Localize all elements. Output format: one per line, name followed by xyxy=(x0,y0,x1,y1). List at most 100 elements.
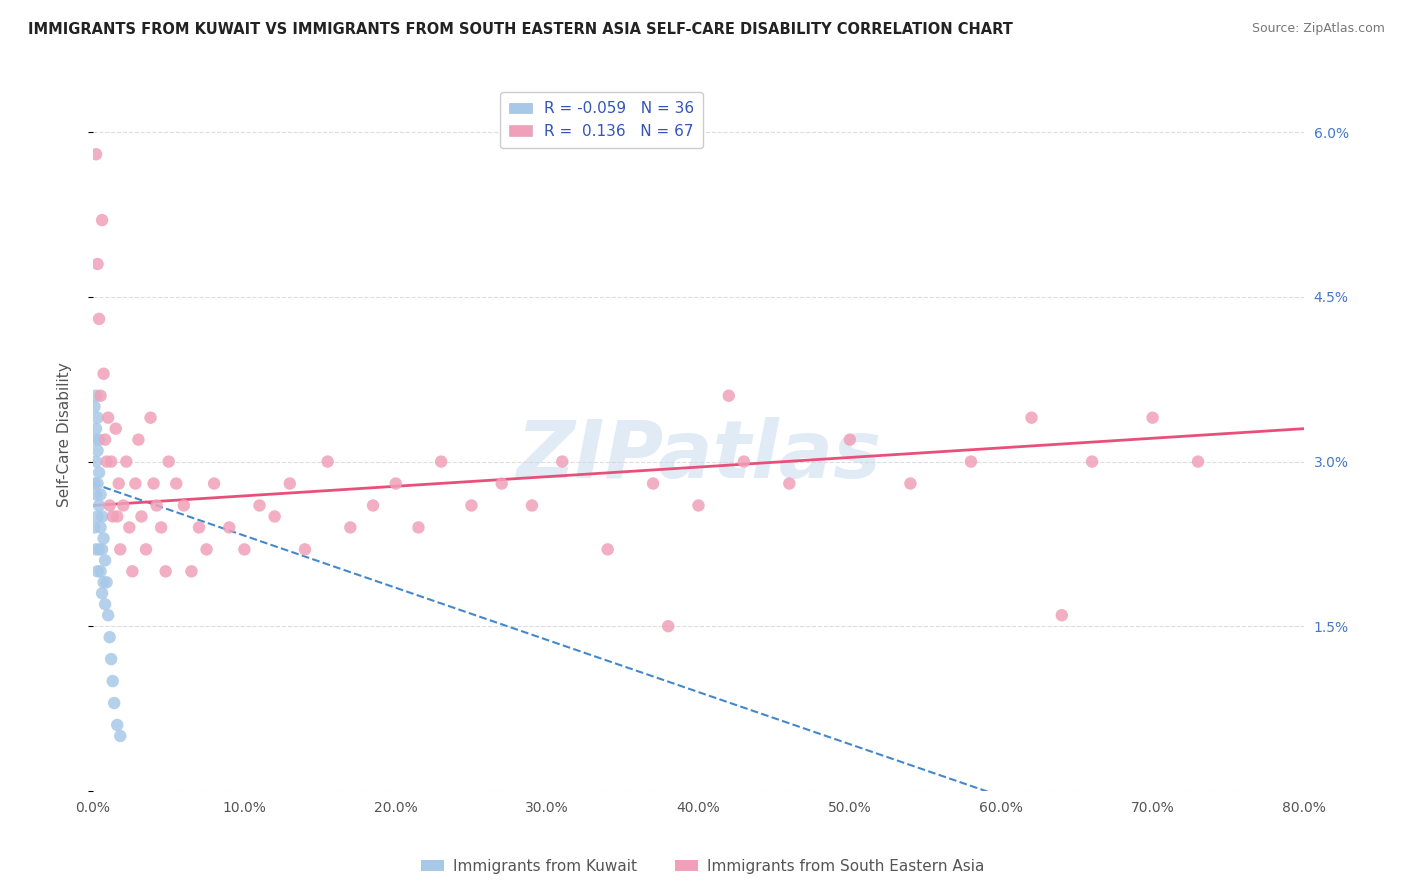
Point xyxy=(100,652,122,666)
Point xyxy=(131,509,153,524)
Point xyxy=(688,499,710,513)
Point xyxy=(339,520,361,534)
Point xyxy=(118,520,141,534)
Point xyxy=(202,476,225,491)
Point xyxy=(84,542,107,557)
Point xyxy=(110,729,132,743)
Point xyxy=(135,542,157,557)
Point xyxy=(105,718,128,732)
Point xyxy=(657,619,679,633)
Point xyxy=(173,499,195,513)
Point xyxy=(1021,410,1043,425)
Point xyxy=(294,542,316,557)
Point xyxy=(127,433,149,447)
Point xyxy=(86,565,108,579)
Point xyxy=(83,476,105,491)
Point xyxy=(98,630,121,644)
Point xyxy=(165,476,187,491)
Point xyxy=(96,454,118,468)
Point xyxy=(101,674,124,689)
Point xyxy=(139,410,162,425)
Point xyxy=(361,499,384,513)
Point xyxy=(100,454,122,468)
Point xyxy=(155,565,177,579)
Point xyxy=(103,696,125,710)
Point xyxy=(180,565,202,579)
Point xyxy=(263,509,285,524)
Point xyxy=(90,565,112,579)
Point xyxy=(86,509,108,524)
Point xyxy=(778,476,800,491)
Point xyxy=(84,389,107,403)
Point xyxy=(93,532,115,546)
Point xyxy=(93,367,115,381)
Point xyxy=(90,487,112,501)
Point xyxy=(84,422,107,436)
Text: ZIPatlas: ZIPatlas xyxy=(516,417,882,494)
Point xyxy=(83,520,105,534)
Point xyxy=(86,476,108,491)
Point xyxy=(1187,454,1209,468)
Point xyxy=(90,520,112,534)
Point xyxy=(233,542,256,557)
Point xyxy=(83,400,105,414)
Point xyxy=(491,476,513,491)
Point xyxy=(316,454,339,468)
Point xyxy=(733,454,755,468)
Point xyxy=(1142,410,1164,425)
Point xyxy=(121,565,143,579)
Point xyxy=(94,433,117,447)
Point xyxy=(1081,454,1104,468)
Point xyxy=(1050,608,1073,623)
Point xyxy=(551,454,574,468)
Point xyxy=(641,476,664,491)
Point xyxy=(91,542,114,557)
Point xyxy=(218,520,240,534)
Point xyxy=(145,499,167,513)
Point xyxy=(900,476,922,491)
Point xyxy=(520,499,543,513)
Point xyxy=(105,509,128,524)
Point xyxy=(112,499,135,513)
Legend: Immigrants from Kuwait, Immigrants from South Eastern Asia: Immigrants from Kuwait, Immigrants from … xyxy=(415,853,991,880)
Point xyxy=(87,312,110,326)
Point xyxy=(86,443,108,458)
Point xyxy=(278,476,301,491)
Point xyxy=(150,520,173,534)
Point xyxy=(110,542,132,557)
Point xyxy=(249,499,271,513)
Point xyxy=(94,553,117,567)
Point xyxy=(91,586,114,600)
Point xyxy=(87,542,110,557)
Point xyxy=(87,433,110,447)
Point xyxy=(596,542,619,557)
Text: IMMIGRANTS FROM KUWAIT VS IMMIGRANTS FROM SOUTH EASTERN ASIA SELF-CARE DISABILIT: IMMIGRANTS FROM KUWAIT VS IMMIGRANTS FRO… xyxy=(28,22,1012,37)
Y-axis label: Self-Care Disability: Self-Care Disability xyxy=(58,362,72,507)
Point xyxy=(115,454,138,468)
Point xyxy=(107,476,129,491)
Point xyxy=(86,257,108,271)
Text: Source: ZipAtlas.com: Source: ZipAtlas.com xyxy=(1251,22,1385,36)
Point xyxy=(430,454,453,468)
Point xyxy=(96,575,118,590)
Point xyxy=(91,213,114,227)
Point xyxy=(157,454,180,468)
Point xyxy=(838,433,860,447)
Point xyxy=(408,520,430,534)
Point xyxy=(195,542,218,557)
Point xyxy=(84,147,107,161)
Point xyxy=(87,499,110,513)
Point xyxy=(93,575,115,590)
Point xyxy=(86,410,108,425)
Point xyxy=(97,608,120,623)
Point xyxy=(188,520,211,534)
Point xyxy=(384,476,406,491)
Legend: R = -0.059   N = 36, R =  0.136   N = 67: R = -0.059 N = 36, R = 0.136 N = 67 xyxy=(499,92,703,148)
Point xyxy=(104,422,127,436)
Point xyxy=(97,410,120,425)
Point xyxy=(960,454,983,468)
Point xyxy=(84,454,107,468)
Point xyxy=(98,499,121,513)
Point xyxy=(84,487,107,501)
Point xyxy=(124,476,146,491)
